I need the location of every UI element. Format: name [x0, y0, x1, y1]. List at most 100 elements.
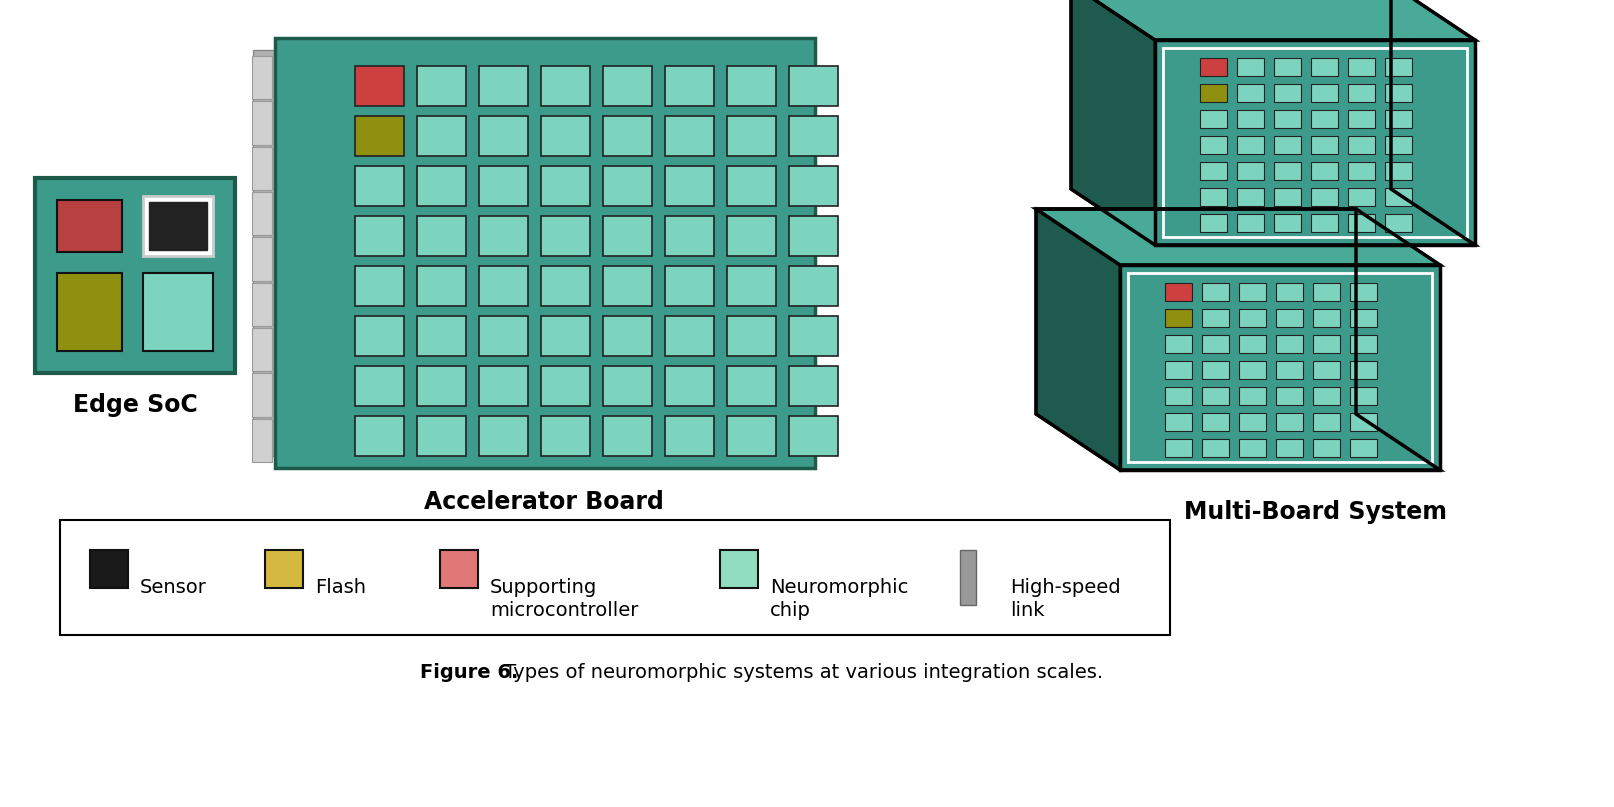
- Bar: [1273, 188, 1301, 206]
- Bar: [604, 266, 652, 306]
- Polygon shape: [1036, 209, 1120, 470]
- Bar: [665, 416, 713, 456]
- Bar: [1236, 162, 1264, 180]
- Bar: [789, 66, 838, 106]
- Bar: [1277, 439, 1302, 457]
- Bar: [604, 366, 652, 406]
- Bar: [541, 266, 591, 306]
- Bar: [274, 38, 815, 468]
- Bar: [541, 366, 591, 406]
- Bar: [416, 316, 466, 356]
- Bar: [252, 147, 273, 190]
- Bar: [726, 166, 776, 206]
- Bar: [1240, 439, 1265, 457]
- Bar: [1120, 265, 1440, 470]
- Bar: [252, 328, 273, 371]
- Bar: [1236, 110, 1264, 128]
- Bar: [1385, 162, 1412, 180]
- Bar: [1385, 110, 1412, 128]
- Bar: [789, 216, 838, 256]
- Bar: [1236, 58, 1264, 76]
- Bar: [1164, 48, 1467, 237]
- Bar: [1348, 84, 1375, 102]
- Bar: [1385, 136, 1412, 154]
- Bar: [604, 316, 652, 356]
- Bar: [1165, 335, 1193, 353]
- Bar: [1314, 361, 1340, 379]
- Polygon shape: [1072, 0, 1475, 40]
- Bar: [1060, 225, 1380, 430]
- Bar: [416, 216, 466, 256]
- Bar: [416, 416, 466, 456]
- Bar: [1348, 214, 1375, 232]
- Bar: [252, 282, 273, 326]
- Bar: [1199, 188, 1227, 206]
- Bar: [355, 166, 404, 206]
- Bar: [1311, 58, 1338, 76]
- Bar: [144, 196, 213, 256]
- Text: Neuromorphic
chip: Neuromorphic chip: [770, 578, 909, 621]
- Bar: [726, 416, 776, 456]
- Bar: [479, 366, 528, 406]
- Bar: [541, 66, 591, 106]
- Bar: [1094, 0, 1415, 205]
- Bar: [1311, 188, 1338, 206]
- Bar: [1348, 162, 1375, 180]
- Bar: [1314, 283, 1340, 301]
- Bar: [252, 419, 273, 462]
- Bar: [479, 166, 528, 206]
- Bar: [1311, 214, 1338, 232]
- Bar: [665, 366, 713, 406]
- Bar: [1277, 335, 1302, 353]
- Bar: [60, 520, 1170, 635]
- Bar: [1202, 387, 1228, 405]
- Bar: [665, 266, 713, 306]
- Bar: [1314, 439, 1340, 457]
- Bar: [1072, 0, 1391, 189]
- Bar: [1119, 16, 1440, 221]
- Bar: [1165, 361, 1193, 379]
- Bar: [1156, 40, 1475, 245]
- Bar: [1277, 387, 1302, 405]
- Bar: [789, 366, 838, 406]
- Bar: [1314, 413, 1340, 431]
- Bar: [1128, 273, 1432, 462]
- Bar: [1202, 413, 1228, 431]
- Bar: [148, 202, 207, 250]
- Bar: [56, 200, 123, 252]
- Bar: [604, 116, 652, 156]
- Bar: [144, 273, 213, 351]
- Bar: [1349, 387, 1377, 405]
- Bar: [252, 192, 273, 236]
- Text: Figure 6.: Figure 6.: [420, 663, 518, 682]
- Bar: [541, 116, 591, 156]
- Bar: [355, 216, 404, 256]
- Bar: [1385, 188, 1412, 206]
- Bar: [1240, 335, 1265, 353]
- Bar: [1273, 136, 1301, 154]
- Bar: [355, 266, 404, 306]
- Bar: [1199, 58, 1227, 76]
- Bar: [665, 66, 713, 106]
- Bar: [416, 66, 466, 106]
- Bar: [479, 316, 528, 356]
- Bar: [1199, 214, 1227, 232]
- Bar: [726, 216, 776, 256]
- Bar: [1314, 387, 1340, 405]
- Bar: [665, 166, 713, 206]
- Bar: [1085, 241, 1404, 446]
- Bar: [1349, 413, 1377, 431]
- Bar: [604, 66, 652, 106]
- Text: Types of neuromorphic systems at various integration scales.: Types of neuromorphic systems at various…: [499, 663, 1102, 682]
- Bar: [1240, 283, 1265, 301]
- Bar: [1072, 233, 1391, 438]
- Bar: [252, 237, 273, 281]
- Bar: [479, 266, 528, 306]
- Bar: [56, 273, 123, 351]
- Bar: [1165, 387, 1193, 405]
- Bar: [726, 316, 776, 356]
- Bar: [1277, 361, 1302, 379]
- Bar: [541, 416, 591, 456]
- Bar: [479, 416, 528, 456]
- Bar: [726, 266, 776, 306]
